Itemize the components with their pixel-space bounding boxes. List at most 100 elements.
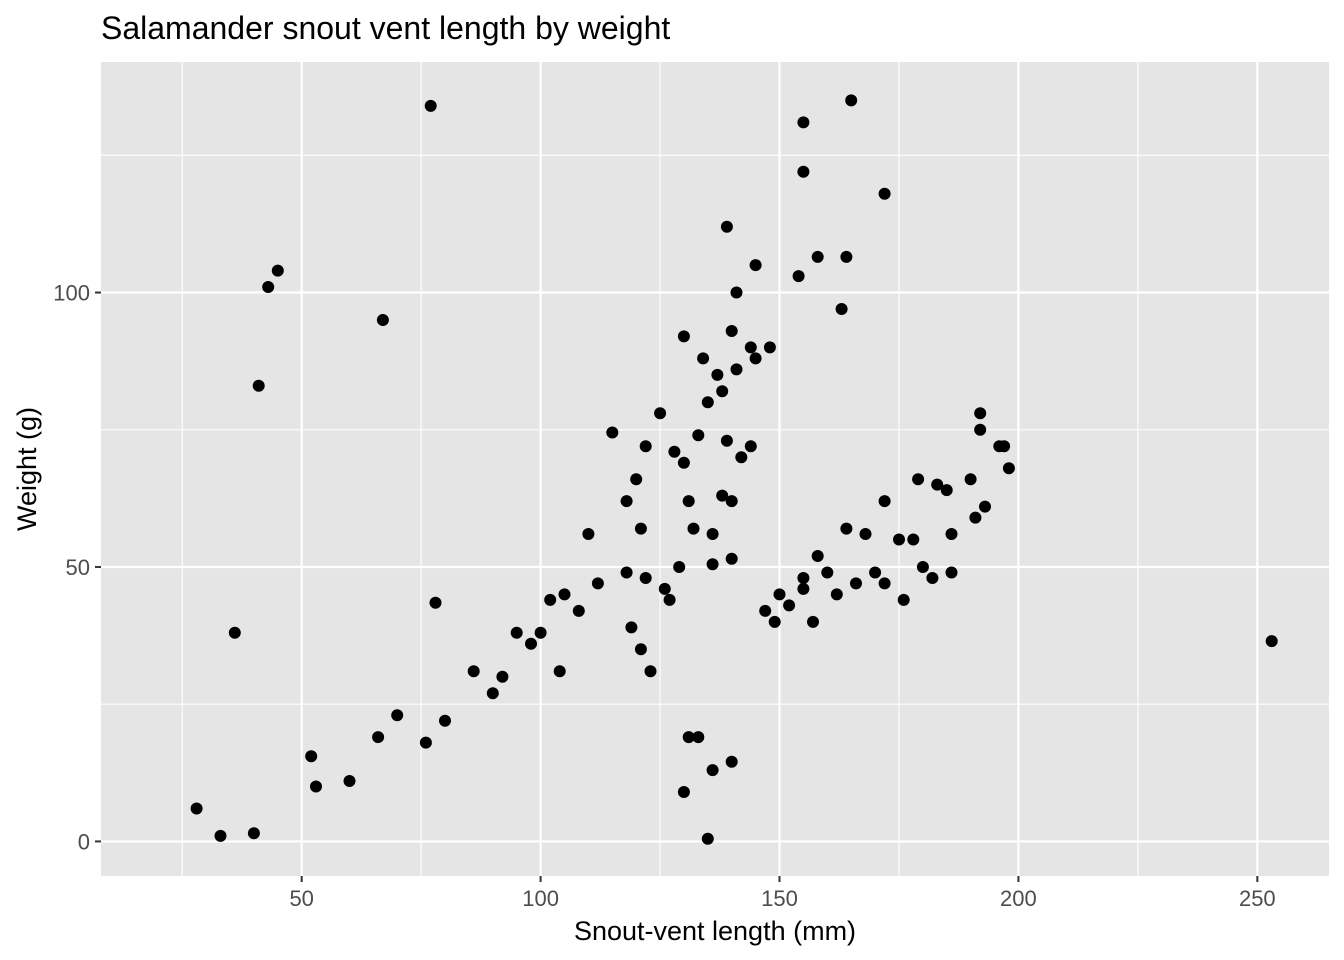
data-point	[725, 495, 738, 508]
data-point	[372, 731, 385, 744]
data-point	[811, 250, 824, 263]
data-point	[850, 577, 862, 590]
data-point	[835, 303, 848, 315]
data-point	[706, 528, 719, 540]
data-point	[677, 456, 690, 469]
data-point	[544, 593, 557, 606]
data-point	[692, 429, 705, 442]
data-point	[1002, 462, 1015, 475]
data-point	[749, 259, 762, 272]
data-point	[878, 577, 891, 590]
data-point	[639, 572, 652, 584]
x-tick-label: 150	[761, 886, 798, 911]
data-point	[974, 423, 987, 436]
chart-title: Salamander snout vent length by weight	[101, 10, 670, 46]
data-point	[663, 593, 676, 606]
data-point	[725, 755, 738, 768]
data-point	[725, 325, 738, 337]
data-point	[797, 572, 810, 584]
data-point	[964, 473, 977, 486]
data-point	[558, 588, 571, 601]
data-point	[711, 368, 724, 381]
data-point	[644, 665, 657, 678]
data-point	[759, 604, 772, 617]
x-axis-title: Snout-vent length (mm)	[574, 916, 856, 946]
data-point	[673, 561, 686, 573]
data-point	[606, 426, 619, 439]
data-point	[262, 281, 275, 293]
y-axis-ticks: 0 50 100	[53, 281, 101, 854]
data-point	[763, 341, 776, 354]
data-point	[510, 626, 523, 639]
data-point	[945, 566, 958, 579]
data-point	[419, 736, 432, 749]
data-point	[859, 528, 872, 540]
data-point	[625, 621, 638, 634]
data-point	[821, 566, 834, 579]
data-point	[735, 451, 748, 464]
data-point	[969, 511, 982, 524]
data-point	[682, 731, 695, 744]
data-point	[878, 187, 891, 200]
data-point	[840, 522, 853, 535]
x-tick-label: 200	[1000, 886, 1037, 911]
data-point	[525, 637, 537, 650]
data-point	[811, 550, 824, 562]
data-point	[931, 478, 944, 491]
data-point	[830, 588, 843, 601]
data-point	[572, 604, 585, 617]
data-point	[424, 99, 437, 112]
data-point	[1265, 635, 1278, 648]
data-point	[926, 572, 939, 584]
data-point	[687, 522, 700, 535]
data-point	[534, 626, 547, 639]
data-point	[677, 786, 690, 798]
data-point	[682, 495, 695, 508]
data-point	[697, 352, 710, 365]
plot-panel	[101, 62, 1329, 876]
data-point	[252, 379, 265, 392]
data-point	[305, 750, 318, 763]
data-point	[845, 94, 858, 107]
data-point	[247, 827, 260, 840]
data-point	[271, 264, 284, 277]
data-point	[310, 780, 322, 793]
x-tick-label: 100	[522, 886, 559, 911]
data-point	[797, 582, 810, 595]
data-point	[376, 314, 389, 326]
data-point	[639, 440, 652, 453]
data-point	[783, 599, 796, 612]
data-point	[940, 484, 953, 497]
data-point	[916, 561, 929, 573]
data-point	[654, 407, 667, 420]
data-point	[792, 270, 805, 283]
data-point	[214, 829, 227, 842]
data-point	[677, 330, 690, 343]
x-axis-ticks: 50 100 150 200 250	[289, 876, 1276, 911]
minor-gridlines	[101, 62, 1329, 876]
data-point	[582, 528, 595, 540]
data-point	[749, 352, 762, 365]
data-point	[706, 558, 719, 571]
data-point	[768, 615, 781, 628]
data-point	[840, 250, 853, 263]
data-point	[720, 220, 733, 233]
data-point	[907, 533, 920, 546]
data-point	[706, 764, 719, 777]
data-point	[701, 832, 714, 845]
data-point	[797, 165, 810, 178]
x-tick-label: 50	[289, 886, 313, 911]
data-point	[391, 709, 404, 722]
data-point	[553, 665, 566, 678]
data-point	[897, 593, 910, 606]
data-point	[429, 596, 442, 609]
data-point	[725, 552, 738, 565]
data-point	[467, 665, 480, 678]
data-point	[912, 473, 925, 486]
data-point	[744, 341, 757, 354]
data-point	[878, 495, 891, 508]
data-point	[190, 802, 203, 815]
data-point	[620, 495, 633, 508]
data-point	[228, 626, 241, 639]
